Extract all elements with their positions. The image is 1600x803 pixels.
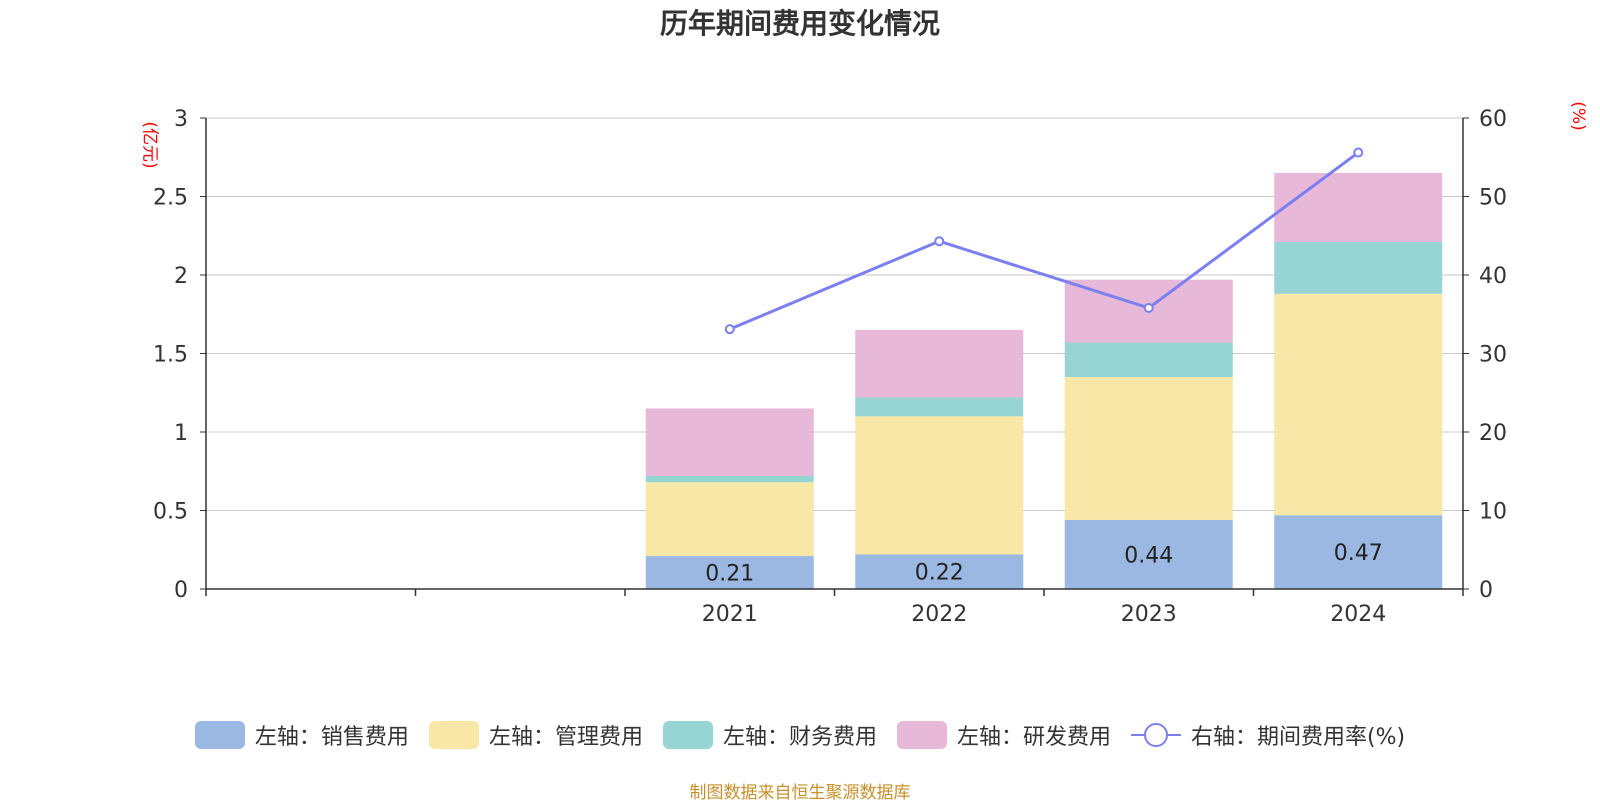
bar-admin-2024 bbox=[1274, 293, 1443, 516]
legend-item-expense-rate[interactable]: 右轴：期间费用率(%) bbox=[1130, 719, 1406, 751]
right-axis-tick-label: 10 bbox=[1479, 500, 1507, 525]
left-axis-tick-label: 2 bbox=[174, 264, 188, 289]
legend-item-admin[interactable]: 左轴：管理费用 bbox=[428, 719, 643, 751]
legend-item-sales[interactable]: 左轴：销售费用 bbox=[194, 719, 409, 751]
bar-sales-2021 bbox=[645, 556, 814, 589]
legend-swatch-finance bbox=[662, 721, 713, 749]
legend-swatch-admin bbox=[428, 721, 479, 749]
bar-finance-2022 bbox=[855, 397, 1024, 417]
left-axis-tick-label: 0 bbox=[174, 578, 188, 603]
legend-line-marker-icon bbox=[1130, 721, 1181, 749]
chart-title: 历年期间费用变化情况 bbox=[659, 7, 940, 40]
bar-data-label: 0.22 bbox=[915, 561, 964, 586]
legend-label-rd: 左轴：研发费用 bbox=[956, 725, 1111, 750]
bar-rd-2022 bbox=[855, 329, 1024, 398]
x-axis-label-2024: 2024 bbox=[1330, 602, 1386, 627]
left-axis-tick-label: 1 bbox=[174, 421, 188, 446]
bar-admin-2023 bbox=[1064, 377, 1233, 520]
expense-rate-point bbox=[934, 236, 945, 247]
right-axis-tick-label: 30 bbox=[1479, 343, 1507, 368]
bar-rd-2021 bbox=[645, 408, 814, 476]
legend-label-admin: 左轴：管理费用 bbox=[488, 725, 643, 750]
right-axis-tick-label: 0 bbox=[1479, 578, 1493, 603]
bar-rd-2024 bbox=[1274, 172, 1443, 243]
left-axis-tick-label: 3 bbox=[174, 107, 188, 132]
x-axis-label-2022: 2022 bbox=[911, 602, 967, 627]
bar-finance-2023 bbox=[1064, 342, 1233, 378]
bar-data-label: 0.21 bbox=[705, 562, 754, 587]
right-axis-tick-label: 40 bbox=[1479, 264, 1507, 289]
expense-rate-line bbox=[729, 151, 1360, 331]
bar-finance-2024 bbox=[1274, 242, 1443, 294]
legend-label-sales: 左轴：销售费用 bbox=[254, 725, 409, 750]
legend-label-expense-rate: 右轴：期间费用率(%) bbox=[1190, 725, 1406, 750]
bar-data-label: 0.44 bbox=[1124, 543, 1173, 568]
bar-admin-2022 bbox=[855, 416, 1024, 555]
right-axis-tick-label: 20 bbox=[1479, 421, 1507, 446]
bar-sales-2024 bbox=[1274, 515, 1443, 589]
x-axis-label-2021: 2021 bbox=[702, 602, 758, 627]
bar-admin-2021 bbox=[645, 482, 814, 557]
bar-data-label: 0.47 bbox=[1334, 541, 1383, 566]
right-axis-tick-label: 60 bbox=[1479, 107, 1507, 132]
expense-rate-point bbox=[1353, 147, 1364, 158]
legend: 左轴：销售费用 左轴：管理费用 左轴：财务费用 左轴：研发费用 右轴：期间费用率… bbox=[0, 719, 1600, 751]
legend-item-finance[interactable]: 左轴：财务费用 bbox=[662, 719, 877, 751]
x-axis-label-2023: 2023 bbox=[1121, 602, 1177, 627]
left-axis-tick-label: 0.5 bbox=[153, 500, 188, 525]
expense-rate-point bbox=[1143, 302, 1154, 313]
bar-finance-2021 bbox=[645, 475, 814, 483]
legend-swatch-rd bbox=[896, 721, 947, 749]
bar-sales-2022 bbox=[855, 554, 1024, 589]
expense-rate-point bbox=[724, 324, 735, 335]
legend-swatch-sales bbox=[194, 721, 245, 749]
legend-item-rd[interactable]: 左轴：研发费用 bbox=[896, 719, 1111, 751]
legend-label-finance: 左轴：财务费用 bbox=[722, 725, 877, 750]
left-axis-tick-label: 2.5 bbox=[153, 186, 188, 211]
left-axis-tick-label: 1.5 bbox=[153, 343, 188, 368]
bar-sales-2023 bbox=[1064, 519, 1233, 589]
right-axis-tick-label: 50 bbox=[1479, 186, 1507, 211]
data-source-note: 制图数据来自恒生聚源数据库 bbox=[689, 783, 911, 803]
